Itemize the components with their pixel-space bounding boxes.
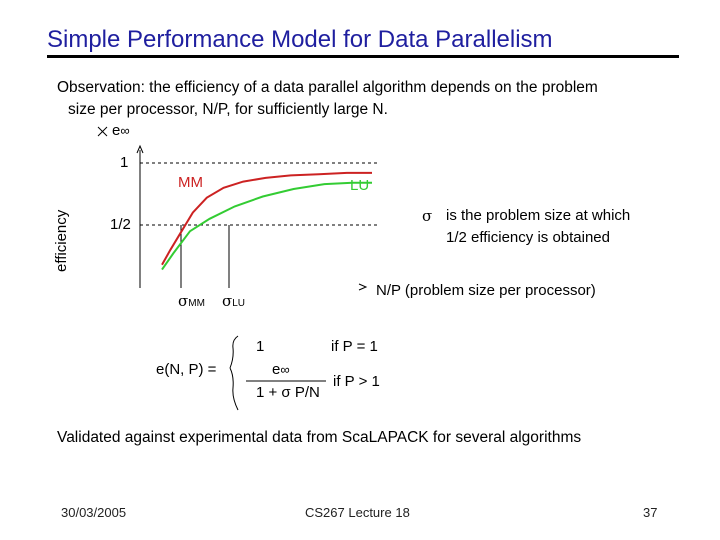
title-underline	[47, 55, 679, 58]
case2-denominator: 1 + σ P/N	[256, 384, 320, 401]
infinity-symbol: ∞	[120, 123, 130, 138]
series-mm-line	[161, 171, 372, 266]
formula-brace	[229, 335, 239, 411]
cross-marker	[97, 126, 108, 137]
series-lu-label: LU	[350, 177, 369, 194]
sigma-lu-label: σLU	[222, 292, 245, 310]
y-top-label: e∞	[112, 122, 130, 139]
sigma-symbol: σ	[422, 207, 433, 225]
series-mm-label: MM	[178, 174, 203, 191]
case2-condition: if P > 1	[333, 373, 380, 390]
footer-lecture: CS267 Lecture 18	[305, 505, 410, 520]
sigma-symbol: σ	[222, 292, 233, 310]
case1-condition: if P = 1	[331, 338, 378, 355]
footer-date: 30/03/2005	[61, 505, 127, 520]
e-symbol: e	[272, 361, 281, 378]
legend-lu: LU	[350, 177, 370, 194]
sigma-note-symbol: σ	[422, 207, 432, 225]
validated-text: Validated against experimental data from…	[57, 429, 582, 446]
observation-line-1: Observation: the efficiency of a data pa…	[57, 79, 598, 96]
slide-title: Simple Performance Model for Data Parall…	[47, 26, 553, 53]
x-axis-arrowhead	[358, 283, 368, 291]
x-axis-label: N/P (problem size per processor)	[376, 282, 596, 299]
y-axis-label: efficiency	[53, 209, 70, 272]
sigma-symbol: σ	[178, 292, 189, 310]
formula-lhs: e(N, P) =	[156, 361, 217, 378]
e-symbol: e	[112, 122, 121, 139]
case2-numerator: e∞	[272, 361, 290, 378]
sigma-mm-sub: MM	[188, 298, 205, 309]
sigma-note-line-1: is the problem size at which	[446, 207, 631, 224]
y-tick-half: 1/2	[110, 216, 131, 233]
y-tick-1: 1	[120, 154, 129, 171]
infinity-symbol: ∞	[280, 362, 290, 377]
sigma-lu-sub: LU	[232, 298, 246, 309]
observation-line-2: size per processor, N/P, for sufficientl…	[68, 101, 388, 118]
footer-page-number: 37	[643, 505, 658, 520]
series-lu-line	[161, 181, 372, 271]
sigma-mm-label: σMM	[178, 292, 205, 310]
case1-value: 1	[256, 338, 265, 355]
legend-mm: MM	[178, 174, 203, 191]
y-axis-arrowhead	[136, 144, 144, 154]
sigma-note-line-2: 1/2 efficiency is obtained	[446, 229, 610, 246]
